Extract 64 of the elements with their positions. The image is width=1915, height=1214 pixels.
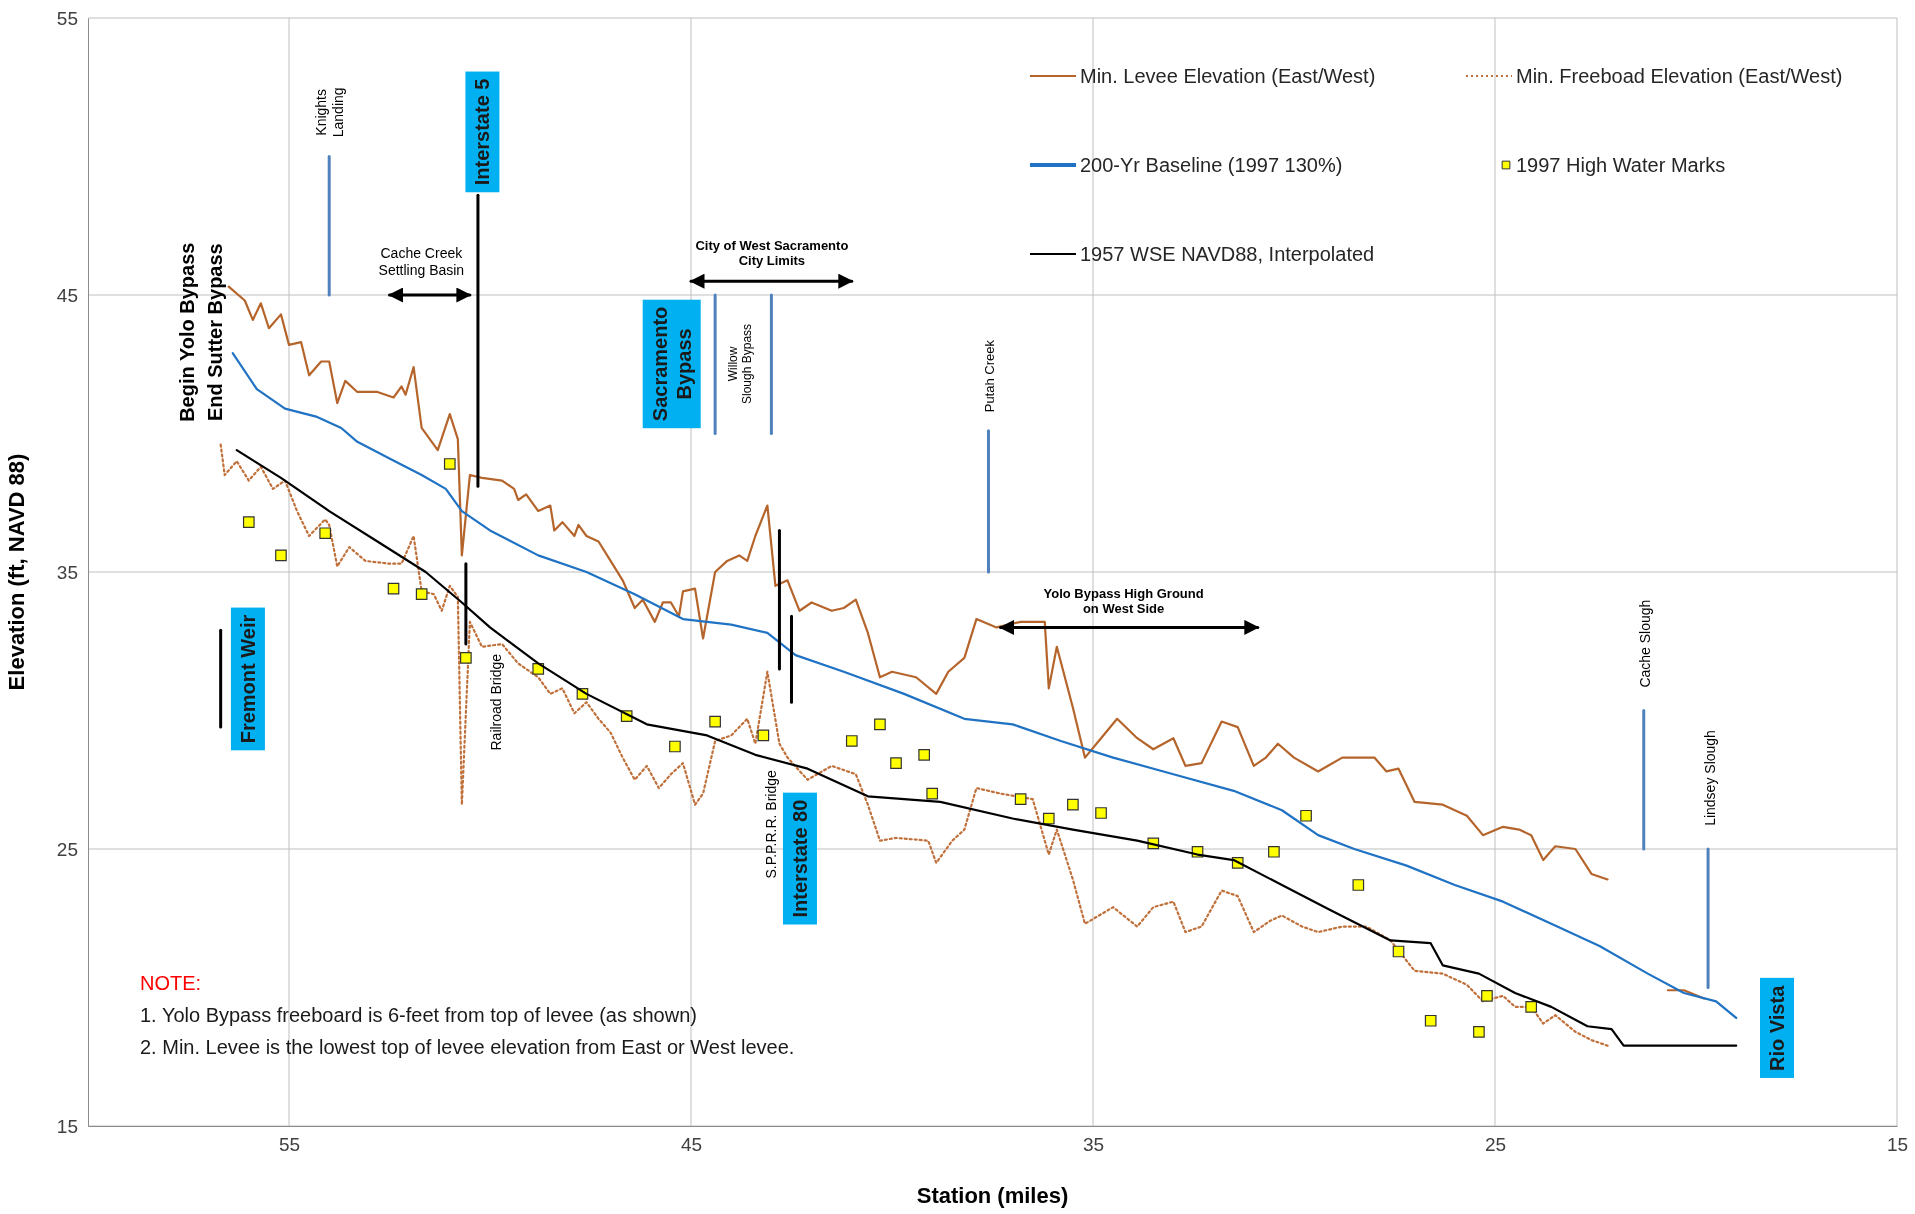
- point: [387, 582, 400, 595]
- point: [1268, 845, 1280, 858]
- annotation: S.P.P.R.R. Bridge: [762, 769, 779, 879]
- legend-label: 200-Yr Baseline (1997 130%): [1080, 154, 1343, 176]
- point: [1473, 1025, 1485, 1038]
- point: [1392, 945, 1405, 958]
- x-tick-label: 25: [1484, 1134, 1507, 1156]
- point: [275, 549, 287, 562]
- point: [319, 527, 332, 540]
- annotation: Fremont Weir: [236, 614, 259, 744]
- point: [415, 588, 428, 600]
- point: [1300, 809, 1312, 822]
- y-axis-title: Elevation (ft, NAVD 88): [4, 453, 29, 691]
- annotation: Railroad Bridge: [487, 653, 504, 751]
- point: [918, 748, 930, 761]
- point: [874, 718, 886, 731]
- annotation: Interstate 80: [788, 799, 811, 918]
- x-tick-label: 45: [680, 1134, 703, 1156]
- legend-label: Min. Freeboad Elevation (East/West): [1516, 65, 1843, 87]
- annotation: Interstate 5: [471, 78, 494, 186]
- x-axis-title: Station (miles): [916, 1183, 1069, 1208]
- point: [1095, 807, 1107, 819]
- annotation: End Sutter Bypass: [203, 243, 226, 422]
- annotation: NOTE:: [140, 972, 202, 994]
- point: [1067, 798, 1079, 811]
- y-tick-label: 45: [56, 284, 78, 306]
- point: [890, 757, 902, 769]
- point: [1525, 1001, 1538, 1013]
- point: [1014, 793, 1027, 805]
- annotation: Sacramento Bypass: [648, 306, 695, 422]
- point: [242, 516, 255, 528]
- annotation: Begin Yolo Bypass: [175, 242, 198, 422]
- x-tick-label: 35: [1082, 1134, 1105, 1156]
- y-tick-label: 55: [56, 7, 78, 29]
- annotation: Cache Creek Settling Basin: [378, 244, 465, 278]
- annotation: City of West Sacramento City Limits: [695, 237, 849, 269]
- annotation: Knights Landing: [313, 87, 347, 138]
- point: [460, 652, 472, 664]
- y-tick-label: 25: [56, 838, 78, 860]
- point: [443, 458, 456, 470]
- y-tick-label: 15: [56, 1115, 78, 1137]
- y-tick-label: 35: [56, 561, 78, 583]
- annotation: 1. Yolo Bypass freeboard is 6-feet from top of levee (as shown): [140, 1004, 697, 1026]
- annotation: Willow Slough Bypass: [726, 323, 755, 404]
- point: [1481, 989, 1493, 1002]
- point: [709, 715, 721, 728]
- point: [1352, 879, 1365, 891]
- x-tick-label: 55: [278, 1134, 301, 1156]
- annotation: Lindsey Slough: [1701, 730, 1718, 826]
- point: [1042, 812, 1055, 825]
- annotation: Putah Creek: [981, 339, 997, 413]
- point: [926, 787, 939, 800]
- point: [845, 735, 858, 747]
- annotation: 2. Min. Levee is the lowest top of levee elevation from East or West levee.: [140, 1036, 795, 1058]
- x-tick-label: 15: [1886, 1134, 1909, 1156]
- legend-label: 1997 High Water Marks: [1516, 154, 1726, 176]
- legend-label: 1957 WSE NAVD88, Interpolated: [1080, 243, 1375, 265]
- annotation: Rio Vista: [1765, 984, 1788, 1071]
- point: [757, 729, 770, 742]
- annotation: Cache Slough: [1636, 599, 1653, 688]
- point: [669, 740, 681, 753]
- annotation: Yolo Bypass High Ground on West Side: [1043, 585, 1204, 617]
- legend-label: Min. Levee Elevation (East/West): [1080, 65, 1376, 87]
- point: [1424, 1014, 1437, 1027]
